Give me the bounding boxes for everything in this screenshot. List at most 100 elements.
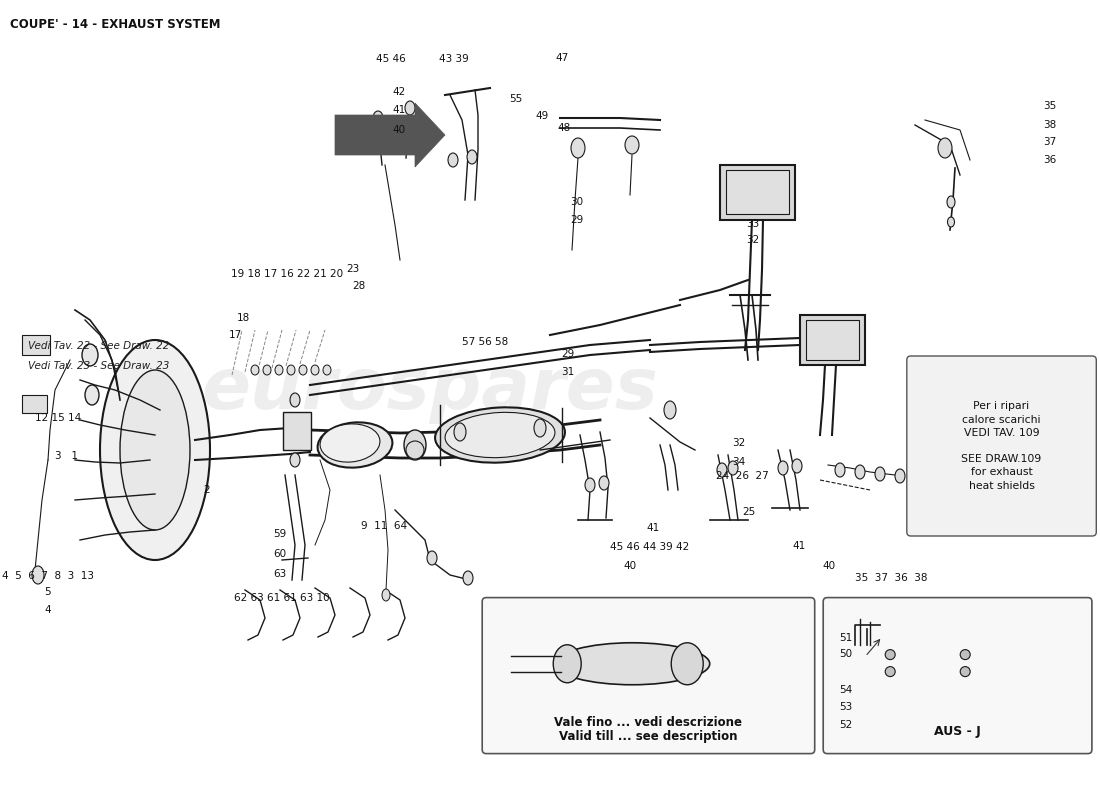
Text: eurospares: eurospares bbox=[201, 355, 659, 425]
Ellipse shape bbox=[671, 642, 703, 685]
Ellipse shape bbox=[320, 424, 379, 462]
Ellipse shape bbox=[835, 463, 845, 477]
Ellipse shape bbox=[728, 461, 738, 475]
Text: 47: 47 bbox=[556, 53, 569, 62]
Text: 60: 60 bbox=[273, 549, 286, 558]
Text: 9  11  64: 9 11 64 bbox=[361, 522, 407, 531]
Ellipse shape bbox=[554, 642, 710, 685]
Text: 63: 63 bbox=[273, 570, 286, 579]
Text: 23: 23 bbox=[346, 264, 360, 274]
Ellipse shape bbox=[960, 650, 970, 659]
Text: 41: 41 bbox=[647, 523, 660, 533]
Ellipse shape bbox=[886, 650, 895, 659]
Ellipse shape bbox=[625, 136, 639, 154]
FancyBboxPatch shape bbox=[906, 356, 1097, 536]
Ellipse shape bbox=[263, 365, 271, 375]
Text: 54: 54 bbox=[839, 685, 853, 694]
Ellipse shape bbox=[534, 419, 546, 437]
Polygon shape bbox=[336, 103, 446, 167]
Text: 35: 35 bbox=[1043, 102, 1056, 111]
Ellipse shape bbox=[454, 423, 466, 441]
Text: 34: 34 bbox=[733, 458, 746, 467]
Text: 33: 33 bbox=[746, 219, 759, 229]
Ellipse shape bbox=[947, 217, 955, 227]
Text: 17: 17 bbox=[229, 330, 242, 340]
Bar bbox=[720, 165, 795, 220]
Text: Vedi Tav. 22 - See Draw. 22: Vedi Tav. 22 - See Draw. 22 bbox=[28, 342, 169, 351]
Text: 41: 41 bbox=[792, 541, 805, 550]
Ellipse shape bbox=[100, 340, 210, 560]
Ellipse shape bbox=[382, 589, 390, 601]
Ellipse shape bbox=[299, 365, 307, 375]
Text: 36: 36 bbox=[1043, 155, 1056, 165]
Ellipse shape bbox=[290, 453, 300, 467]
Text: 49: 49 bbox=[536, 111, 549, 121]
Text: 51: 51 bbox=[839, 633, 853, 642]
Ellipse shape bbox=[120, 370, 190, 530]
Bar bbox=[800, 315, 865, 365]
Text: 55: 55 bbox=[509, 94, 522, 104]
Text: 4  5  6  7  8  3  13: 4 5 6 7 8 3 13 bbox=[2, 571, 95, 581]
Text: 62 63 61 61 63 10: 62 63 61 61 63 10 bbox=[234, 594, 330, 603]
Text: 41: 41 bbox=[393, 106, 406, 115]
FancyBboxPatch shape bbox=[823, 598, 1092, 754]
Text: 5: 5 bbox=[44, 587, 51, 597]
Ellipse shape bbox=[664, 401, 676, 419]
Text: 29: 29 bbox=[561, 349, 574, 358]
Ellipse shape bbox=[792, 459, 802, 473]
Ellipse shape bbox=[405, 101, 415, 115]
Ellipse shape bbox=[717, 463, 727, 477]
Bar bbox=[22, 335, 50, 355]
Ellipse shape bbox=[463, 571, 473, 585]
Ellipse shape bbox=[553, 645, 581, 682]
Text: 31: 31 bbox=[561, 367, 574, 377]
Text: Vedi Tav. 23 - See Draw. 23: Vedi Tav. 23 - See Draw. 23 bbox=[28, 361, 169, 370]
Ellipse shape bbox=[82, 344, 98, 366]
Text: 45 46 44 39 42: 45 46 44 39 42 bbox=[610, 542, 690, 552]
Bar bbox=[806, 320, 859, 360]
Text: 25: 25 bbox=[742, 507, 756, 517]
Bar bbox=[283, 412, 311, 450]
Text: 2: 2 bbox=[204, 485, 210, 494]
Ellipse shape bbox=[947, 196, 955, 208]
Text: Per i ripari
calore scarichi
VEDI TAV. 109

SEE DRAW.109
for exhaust
heat shield: Per i ripari calore scarichi VEDI TAV. 1… bbox=[961, 402, 1042, 490]
Text: 3   1: 3 1 bbox=[55, 451, 78, 461]
Text: 32: 32 bbox=[746, 235, 759, 245]
Ellipse shape bbox=[886, 666, 895, 677]
Text: Vale fino ... vedi descrizione: Vale fino ... vedi descrizione bbox=[554, 717, 742, 730]
Ellipse shape bbox=[855, 465, 865, 479]
Text: 40: 40 bbox=[393, 125, 406, 134]
Ellipse shape bbox=[448, 153, 458, 167]
Ellipse shape bbox=[585, 478, 595, 492]
Ellipse shape bbox=[778, 461, 788, 475]
Text: 53: 53 bbox=[839, 702, 853, 712]
Text: 57 56 58: 57 56 58 bbox=[462, 337, 508, 346]
Ellipse shape bbox=[446, 412, 554, 458]
Ellipse shape bbox=[468, 150, 477, 164]
Text: 50: 50 bbox=[839, 649, 853, 658]
Text: 43 39: 43 39 bbox=[439, 54, 470, 64]
Ellipse shape bbox=[290, 393, 300, 407]
Text: 52: 52 bbox=[839, 720, 853, 730]
Ellipse shape bbox=[874, 467, 886, 481]
Text: AUS - J: AUS - J bbox=[934, 725, 981, 738]
Ellipse shape bbox=[600, 476, 609, 490]
Text: 30: 30 bbox=[570, 197, 583, 206]
Text: COUPE' - 14 - EXHAUST SYSTEM: COUPE' - 14 - EXHAUST SYSTEM bbox=[10, 18, 220, 31]
Text: 59: 59 bbox=[273, 530, 286, 539]
Text: 35  37  36  38: 35 37 36 38 bbox=[855, 573, 927, 582]
Bar bbox=[22, 395, 47, 413]
Ellipse shape bbox=[938, 138, 952, 158]
Text: 45 46: 45 46 bbox=[375, 54, 406, 64]
Text: Valid till ... see description: Valid till ... see description bbox=[559, 730, 738, 742]
Text: 38: 38 bbox=[1043, 120, 1056, 130]
Ellipse shape bbox=[32, 566, 44, 584]
Text: 42: 42 bbox=[393, 87, 406, 97]
Ellipse shape bbox=[427, 551, 437, 565]
Ellipse shape bbox=[373, 111, 383, 125]
Ellipse shape bbox=[436, 407, 565, 462]
Ellipse shape bbox=[311, 365, 319, 375]
Text: 18: 18 bbox=[236, 314, 250, 323]
Ellipse shape bbox=[275, 365, 283, 375]
Ellipse shape bbox=[571, 138, 585, 158]
